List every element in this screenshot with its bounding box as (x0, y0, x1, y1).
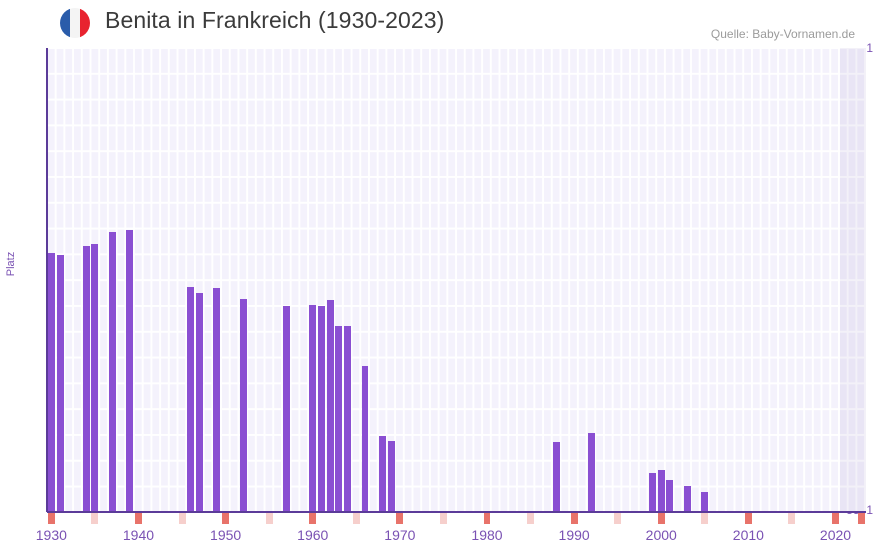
y-axis-line (46, 48, 48, 512)
x-tick-1945 (178, 513, 186, 524)
bar-1937[interactable] (108, 231, 116, 512)
x-tick-1930 (47, 513, 55, 524)
bar-2000[interactable] (657, 469, 665, 512)
page-title: Benita in Frankreich (1930-2023) (105, 7, 445, 33)
x-tick-1995 (614, 513, 622, 524)
bar-1964[interactable] (344, 326, 352, 512)
y-axis-tick-top: 1 (866, 41, 873, 55)
x-tick-2023 (858, 513, 866, 524)
x-tick-1935 (91, 513, 99, 524)
x-axis-label-1940: 1940 (122, 527, 155, 543)
x-tick-1975 (439, 513, 447, 524)
chart-header: Benita in Frankreich (1930-2023) Quelle:… (0, 0, 873, 48)
bar-2005[interactable] (701, 491, 709, 512)
x-tick-2005 (701, 513, 709, 524)
x-axis-label-1930: 1930 (35, 527, 67, 543)
bar-1960[interactable] (309, 304, 317, 512)
grid-lines (47, 48, 866, 512)
bar-2001[interactable] (666, 480, 674, 512)
x-axis-label-1980: 1980 (471, 527, 503, 543)
bar-1999[interactable] (649, 473, 657, 512)
bar-1969[interactable] (387, 440, 395, 512)
x-axis-labels: 1930 1940 1950 1960 1970 1980 1990 2000 2010 2020 (0, 527, 873, 549)
bar-1939[interactable] (126, 230, 134, 512)
bar-2003[interactable] (683, 485, 691, 512)
x-axis-label-2010: 2010 (732, 527, 764, 543)
x-tick-1990 (570, 513, 578, 524)
bar-1966[interactable] (361, 365, 369, 512)
bar-1962[interactable] (326, 300, 334, 512)
x-tick-2015 (788, 513, 796, 524)
x-axis-ticks (47, 513, 866, 524)
plot-area (47, 48, 866, 512)
x-axis-line (47, 511, 866, 513)
shaded-future-region (839, 48, 866, 512)
x-axis-label-2020: 2020 (819, 527, 852, 543)
bar-1988[interactable] (553, 442, 561, 512)
bar-1957[interactable] (283, 306, 291, 512)
bar-1992[interactable] (588, 433, 596, 512)
source-credit: Quelle: Baby-Vornamen.de (710, 27, 855, 41)
bar-1931[interactable] (56, 255, 64, 512)
x-tick-1985 (527, 513, 535, 524)
bar-1968[interactable] (378, 436, 386, 512)
bar-1935[interactable] (91, 244, 99, 512)
bar-1946[interactable] (187, 287, 195, 512)
x-tick-1940 (134, 513, 142, 524)
bar-1952[interactable] (239, 298, 247, 512)
y-axis-title: Platz (5, 251, 17, 277)
bar-1961[interactable] (317, 305, 325, 512)
bar-1963[interactable] (335, 325, 343, 512)
x-axis-label-1960: 1960 (297, 527, 329, 543)
x-axis-label-1970: 1970 (384, 527, 416, 543)
bar-1947[interactable] (195, 292, 203, 512)
x-tick-2010 (744, 513, 752, 524)
x-tick-1980 (483, 513, 491, 524)
bar-series (47, 48, 866, 512)
france-flag-icon (60, 8, 90, 38)
x-tick-2000 (657, 513, 665, 524)
x-tick-2020 (832, 513, 839, 524)
x-axis-label-1950: 1950 (210, 527, 242, 543)
x-axis-label-1990: 1990 (558, 527, 590, 543)
bar-1930[interactable] (47, 252, 55, 512)
bar-1949[interactable] (213, 287, 221, 512)
x-tick-1950 (222, 513, 230, 524)
bar-1934[interactable] (82, 245, 90, 512)
x-axis-label-2000: 2000 (645, 527, 677, 543)
x-tick-1955 (265, 513, 273, 524)
x-tick-1970 (396, 513, 404, 524)
x-tick-1960 (309, 513, 317, 524)
x-tick-1965 (352, 513, 360, 524)
